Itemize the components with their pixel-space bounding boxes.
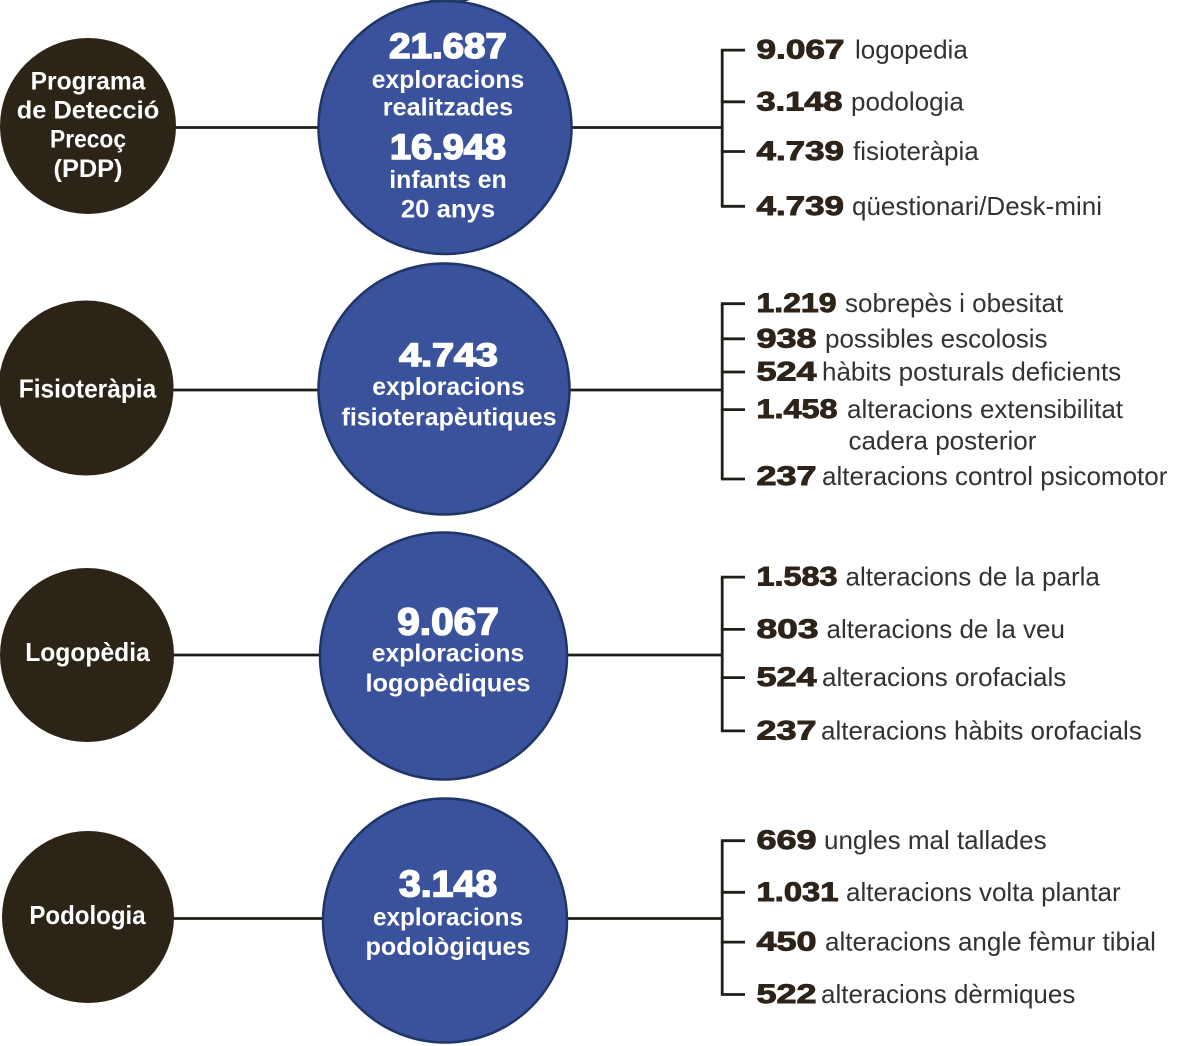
svg-text:ungles mal tallades: ungles mal tallades xyxy=(824,825,1047,855)
svg-text:1.583: 1.583 xyxy=(757,562,838,592)
svg-text:de Detecció: de Detecció xyxy=(17,96,159,124)
svg-text:cadera posterior: cadera posterior xyxy=(849,425,1037,455)
svg-text:logopedia: logopedia xyxy=(855,35,968,65)
svg-text:3.148: 3.148 xyxy=(399,864,497,905)
svg-text:realitzades: realitzades xyxy=(383,94,513,122)
svg-text:Fisioteràpia: Fisioteràpia xyxy=(19,374,157,404)
svg-text:669: 669 xyxy=(757,825,817,855)
svg-text:Precoç: Precoç xyxy=(50,126,126,154)
svg-text:sobrepès i obesitat: sobrepès i obesitat xyxy=(845,288,1064,318)
svg-text:450: 450 xyxy=(757,927,817,957)
svg-text:exploracions: exploracions xyxy=(372,640,525,668)
svg-text:fisioteràpia: fisioteràpia xyxy=(853,136,979,166)
svg-text:1.219: 1.219 xyxy=(757,288,837,318)
svg-text:fisioterapèutiques: fisioterapèutiques xyxy=(342,404,557,432)
svg-text:alteracions angle fèmur tibial: alteracions angle fèmur tibial xyxy=(825,927,1156,957)
svg-text:Podologia: Podologia xyxy=(29,900,146,930)
svg-text:exploracions: exploracions xyxy=(373,903,523,931)
svg-text:alteracions orofacials: alteracions orofacials xyxy=(822,662,1066,692)
svg-text:Logopèdia: Logopèdia xyxy=(25,637,150,667)
svg-text:podologia: podologia xyxy=(851,86,964,116)
svg-text:alteracions control psicomotor: alteracions control psicomotor xyxy=(822,461,1168,491)
svg-text:9.067: 9.067 xyxy=(397,601,499,643)
svg-text:524: 524 xyxy=(757,357,817,387)
svg-text:infants en: infants en xyxy=(389,166,507,194)
svg-text:3.148: 3.148 xyxy=(757,86,843,116)
svg-text:4.743: 4.743 xyxy=(399,337,497,373)
svg-text:1.031: 1.031 xyxy=(757,877,839,907)
svg-text:(PDP): (PDP) xyxy=(54,155,123,183)
svg-text:alteracions de la veu: alteracions de la veu xyxy=(827,614,1065,644)
svg-text:237: 237 xyxy=(757,715,817,745)
svg-text:podològiques: podològiques xyxy=(366,933,531,961)
svg-text:exploracions: exploracions xyxy=(372,66,524,94)
svg-text:1.458: 1.458 xyxy=(757,394,838,424)
svg-text:logopèdiques: logopèdiques xyxy=(366,669,531,697)
svg-text:4.739: 4.739 xyxy=(757,136,845,166)
svg-text:alteracions volta plantar: alteracions volta plantar xyxy=(846,877,1121,907)
svg-text:20 anys: 20 anys xyxy=(401,196,495,224)
svg-text:qüestionari/Desk-mini: qüestionari/Desk-mini xyxy=(852,191,1102,221)
svg-text:alteracions hàbits orofacials: alteracions hàbits orofacials xyxy=(821,715,1142,745)
svg-text:938: 938 xyxy=(757,323,817,353)
svg-text:possibles escolosis: possibles escolosis xyxy=(825,323,1048,353)
svg-text:237: 237 xyxy=(757,461,817,491)
svg-text:alteracions extensibilitat: alteracions extensibilitat xyxy=(847,394,1124,424)
svg-text:522: 522 xyxy=(757,979,817,1009)
svg-text:9.067: 9.067 xyxy=(757,35,845,65)
svg-text:alteracions de la parla: alteracions de la parla xyxy=(846,562,1101,592)
svg-text:alteracions dèrmiques: alteracions dèrmiques xyxy=(821,979,1075,1009)
svg-text:803: 803 xyxy=(757,614,819,644)
svg-text:exploracions: exploracions xyxy=(372,373,525,401)
svg-text:21.687: 21.687 xyxy=(389,27,507,66)
svg-text:hàbits posturals deficients: hàbits posturals deficients xyxy=(822,357,1121,387)
svg-text:4.739: 4.739 xyxy=(757,191,845,221)
svg-text:524: 524 xyxy=(757,662,817,692)
svg-text:16.948: 16.948 xyxy=(390,128,506,167)
svg-text:Programa: Programa xyxy=(31,67,147,95)
